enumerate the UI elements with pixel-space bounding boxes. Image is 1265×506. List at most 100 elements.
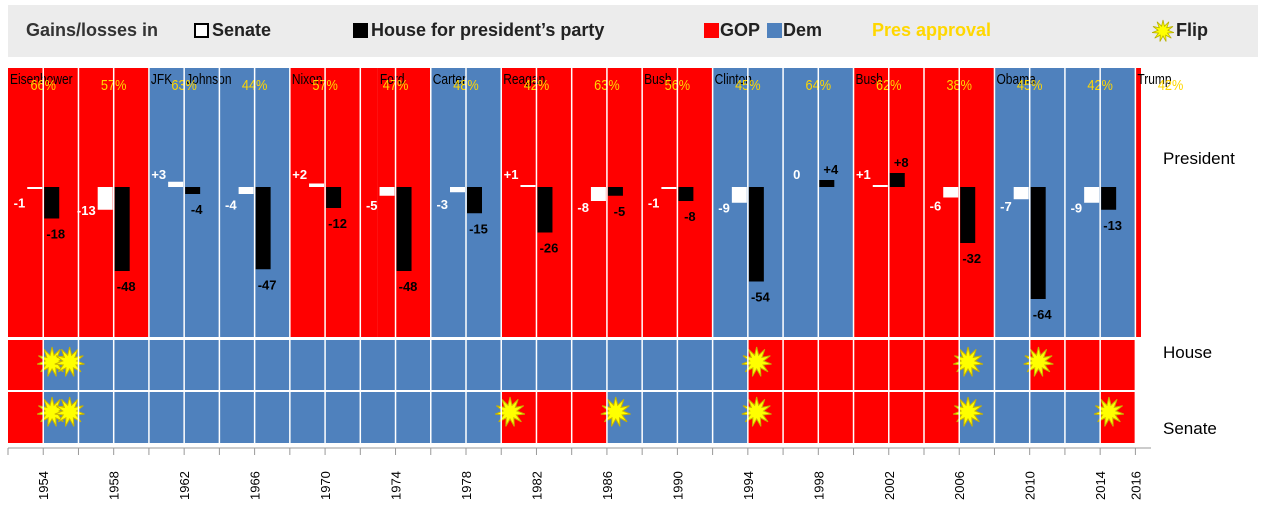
house-change-label: -47 [258, 277, 277, 292]
senate-flip-icon [600, 396, 631, 427]
president-names: Eisenhower JFK Johnson Nixon Ford Carter Reaga… [10, 71, 1172, 88]
senate-change-label: -9 [718, 200, 730, 215]
gop-swatch [704, 23, 719, 38]
row-separators [8, 68, 1141, 443]
house-change-label: +8 [894, 155, 909, 170]
dem-swatch [767, 23, 782, 38]
house-bar [678, 187, 694, 201]
senate-swatch [194, 23, 209, 38]
senate-bar [943, 187, 959, 198]
president-name: Bush [644, 71, 671, 88]
senate-control-cell [43, 392, 502, 443]
senate-change-label: +2 [292, 167, 307, 182]
house-bar [819, 180, 835, 187]
house-change-label: +4 [823, 162, 839, 177]
senate-bar [661, 187, 677, 189]
dem-legend-label: Dem [783, 20, 823, 40]
x-tick-label: 1990 [670, 471, 685, 500]
x-tick-label: 1982 [529, 471, 544, 500]
senate-bar [872, 185, 888, 187]
x-tick-label: 1966 [248, 471, 263, 500]
x-tick-label: 2010 [1023, 471, 1038, 500]
president-name: Nixon [292, 71, 323, 88]
x-tick-label: 1962 [177, 471, 192, 500]
x-tick-label: 2016 [1128, 471, 1143, 500]
house-change-label: -13 [1103, 218, 1122, 233]
house-bar [1030, 187, 1046, 299]
house-legend-label: House for president’s party [371, 20, 605, 40]
legend: Gains/losses in Senate House for preside… [8, 5, 1258, 57]
house-flip-icon [953, 346, 984, 377]
president-name: Bush [856, 71, 883, 88]
flip-markers [37, 346, 1124, 427]
house-bar [748, 187, 764, 282]
senate-bar [1084, 187, 1100, 203]
house-change-label: -12 [328, 216, 347, 231]
house-flip-icon [741, 346, 772, 377]
senate-control-cell [8, 392, 44, 443]
house-change-label: -8 [684, 209, 696, 224]
house-bar [326, 187, 342, 208]
x-tick-label: 1994 [741, 471, 756, 500]
senate-change-label: -8 [577, 200, 589, 215]
house-change-label: -64 [1033, 307, 1053, 322]
house-change-label: -48 [117, 279, 136, 294]
x-tick-label: 1958 [107, 471, 122, 500]
president-name: Clinton [715, 71, 752, 88]
senate-bar [590, 187, 606, 201]
house-change-label: -48 [399, 279, 418, 294]
senate-flip-icon [1093, 396, 1124, 427]
house-change-label: -5 [614, 204, 626, 219]
senate-bar [27, 187, 43, 189]
approval-legend-label: Pres approval [872, 20, 992, 40]
senate-flip-icon [495, 396, 526, 427]
senate-change-label: -3 [436, 197, 448, 212]
house-bar [889, 173, 905, 187]
house-bar [255, 187, 271, 270]
senate-bar [379, 187, 395, 196]
x-tick-label: 1954 [36, 471, 51, 500]
president-name: Eisenhower [10, 71, 73, 88]
senate-bar [168, 181, 184, 187]
house-bar [960, 187, 976, 243]
x-axis: 1954 1958 1962 1966 1970 1974 1978 1982 1986 1990… [7, 447, 1151, 500]
gop-legend-label: GOP [720, 20, 761, 40]
senate-flip-icon [54, 396, 85, 427]
president-name: Reagan [503, 71, 545, 88]
senate-change-label: -4 [225, 197, 237, 212]
x-tick-label: 1974 [389, 471, 404, 500]
senate-change-label: +1 [504, 167, 519, 182]
president-term-3 [184, 68, 290, 337]
president-name: Ford [380, 71, 405, 88]
x-tick-label: 2014 [1093, 471, 1108, 500]
senate-change-label: -1 [648, 196, 660, 211]
house-change-label: -54 [751, 290, 771, 305]
senate-change-label: -1 [14, 196, 26, 211]
senate-change-label: -13 [77, 203, 96, 218]
flip-legend-icon [1151, 19, 1175, 42]
house-bar [537, 187, 553, 233]
house-flip-icon [54, 346, 85, 377]
row-label-senate: Senate [1163, 419, 1217, 438]
house-change-label: -18 [46, 227, 65, 242]
senate-change-label: -9 [1071, 200, 1083, 215]
x-tick-label: 1998 [811, 471, 826, 500]
senate-change-label: +3 [151, 167, 166, 182]
senate-flip-icon [37, 396, 68, 427]
house-control-cell [8, 340, 44, 390]
president-term-2 [148, 68, 185, 337]
president-name: Johnson [186, 71, 231, 88]
senate-flip-icon [741, 396, 772, 427]
house-bar [1101, 187, 1117, 210]
house-change-label: -15 [469, 221, 488, 236]
senate-change-label: 0 [793, 167, 800, 182]
x-tick-label: 2006 [952, 471, 967, 500]
president-term-12 [1135, 68, 1141, 337]
row-label-house: House [1163, 343, 1212, 362]
house-change-label: -26 [540, 241, 559, 256]
x-tick-label: 1986 [600, 471, 615, 500]
house-bar [114, 187, 130, 271]
senate-bar [450, 187, 465, 193]
x-tick-label: 1978 [459, 471, 474, 500]
